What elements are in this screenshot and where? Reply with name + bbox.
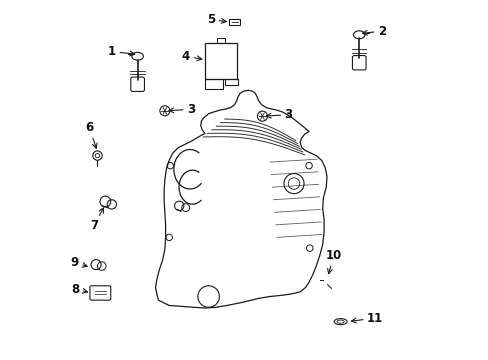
Text: 4: 4 [182,50,202,63]
Text: 3: 3 [266,108,292,121]
Bar [217,38,225,43]
Text: 9: 9 [70,256,87,269]
Bar [224,79,237,85]
Text: 3: 3 [168,103,195,116]
Bar [229,19,240,26]
Text: 8: 8 [71,283,87,296]
Text: 5: 5 [206,13,226,26]
Bar [205,79,223,89]
Text: 2: 2 [362,25,385,38]
Text: 10: 10 [325,249,341,274]
Polygon shape [155,90,326,308]
Text: 1: 1 [108,45,134,58]
Text: 6: 6 [85,121,97,148]
Text: 7: 7 [90,208,103,233]
Bar [205,43,237,79]
Text: 11: 11 [351,311,383,325]
